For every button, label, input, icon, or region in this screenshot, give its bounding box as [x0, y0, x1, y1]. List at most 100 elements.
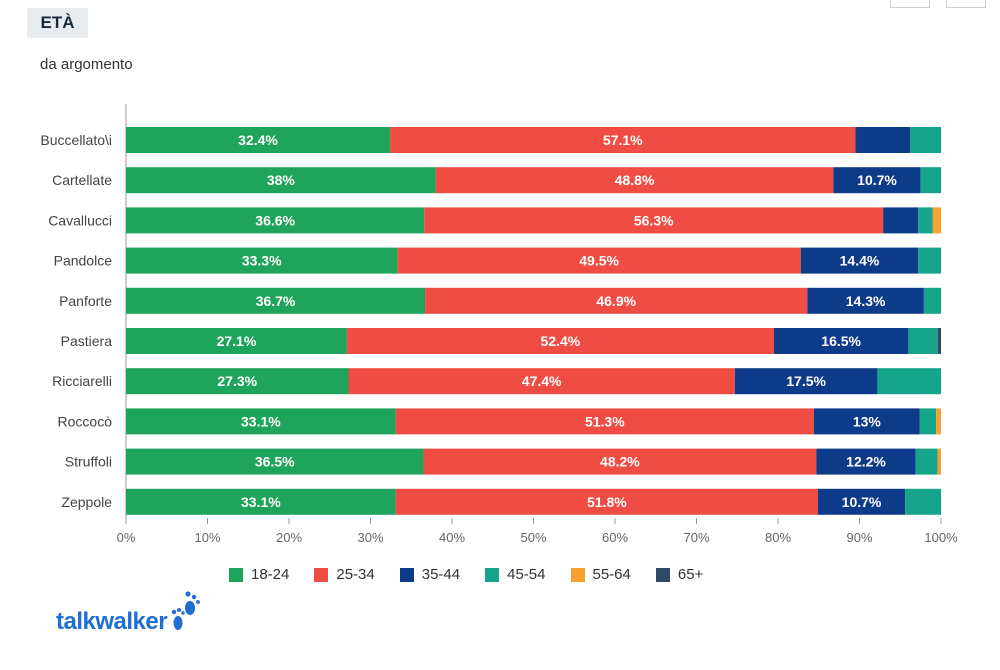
legend-label: 35-44 [421, 566, 461, 583]
bar-segment-25-34 [423, 448, 817, 475]
bar-segment-18-24 [126, 448, 424, 475]
legend-label: 55-64 [592, 566, 631, 583]
bar-segment-25-34 [346, 328, 774, 354]
data-label: 17.5% [786, 373, 826, 389]
category-label: Struffoli [65, 454, 112, 470]
bar-segment-45-54 [918, 207, 933, 234]
data-label: 32.4% [238, 132, 278, 148]
data-label: 33.3% [242, 253, 282, 269]
bar-segment-45-54 [920, 167, 941, 194]
data-label: 36.7% [256, 293, 296, 309]
data-label: 47.4% [522, 373, 562, 389]
legend-item-35-44[interactable]: 35-44 [399, 566, 461, 583]
legend-item-45-54[interactable]: 45-54 [485, 566, 546, 583]
data-label: 33.1% [241, 413, 281, 429]
legend-item-55-64[interactable]: 55-64 [570, 566, 631, 583]
bar-segment-45-54 [923, 287, 941, 314]
bar-segment-18-24 [126, 247, 398, 274]
bar-segment-18-24 [126, 207, 425, 234]
legend-swatch [314, 567, 329, 582]
legend-swatch [485, 567, 500, 582]
data-label: 56.3% [634, 212, 674, 228]
x-tick-label: 100% [924, 530, 958, 545]
x-tick-label: 40% [439, 530, 465, 545]
chart-subtitle: da argomento [40, 56, 133, 73]
data-label: 10.7% [842, 494, 882, 510]
data-label: 14.4% [840, 253, 880, 269]
data-label: 33.1% [241, 494, 281, 510]
category-label: Ricciarelli [52, 373, 112, 389]
bar-segment-35-44 [883, 207, 919, 234]
category-label: Cartellate [52, 172, 112, 188]
data-label: 49.5% [579, 253, 619, 269]
bar-segment-35-44 [734, 368, 878, 395]
category-label: Roccocò [58, 413, 113, 429]
legend-label: 25-34 [336, 566, 375, 583]
bar-segment-35-44 [813, 408, 920, 435]
toolbar-button-right[interactable] [946, 0, 986, 8]
x-tick-label: 20% [276, 530, 302, 545]
bar-segment-35-44 [855, 127, 911, 153]
legend-item-25-34[interactable]: 25-34 [314, 566, 375, 583]
category-label: Pandolce [54, 253, 113, 269]
bar-segment-18-24 [126, 167, 436, 194]
bar-segment-18-24 [126, 368, 349, 395]
bar-segment-35-44 [800, 247, 919, 274]
data-label: 27.3% [217, 373, 257, 389]
bar-segment-25-34 [395, 408, 814, 435]
bar-segment-55-64 [932, 207, 941, 234]
data-label: 38% [267, 172, 296, 188]
data-label: 52.4% [541, 333, 581, 349]
logo-text: talkwalker [56, 608, 168, 635]
x-tick-label: 60% [602, 530, 628, 545]
legend-label: 18-24 [251, 566, 290, 583]
bar-segment-18-24 [126, 328, 347, 354]
data-label: 46.9% [596, 293, 636, 309]
talkwalker-logo: talkwalker [56, 590, 216, 650]
bar-segment-35-44 [817, 488, 906, 515]
legend-swatch [229, 567, 243, 582]
x-tick-label: 50% [520, 530, 546, 545]
data-label: 12.2% [846, 454, 886, 470]
bar-segment-35-44 [773, 328, 909, 354]
x-tick-label: 70% [683, 530, 709, 545]
category-label: Pastiera [61, 333, 113, 349]
bar-segment-45-54 [905, 488, 941, 515]
bar-segment-18-24 [126, 287, 426, 314]
data-label: 14.3% [846, 293, 886, 309]
toolbar-button-left[interactable] [890, 0, 930, 8]
data-label: 10.7% [857, 172, 897, 188]
bar-segment-55-64 [937, 448, 941, 475]
x-tick-label: 0% [117, 530, 136, 545]
legend-swatch [570, 567, 585, 582]
bar-segment-45-54 [877, 368, 941, 395]
legend-swatch [655, 567, 670, 582]
legend-item-18-24[interactable]: 18-24 [229, 566, 289, 583]
bar-segment-25-34 [348, 368, 735, 395]
x-tick-label: 10% [194, 530, 220, 545]
bar-segment-45-54 [908, 328, 938, 354]
bar-segment-25-34 [424, 207, 884, 234]
category-label: Zeppole [61, 494, 112, 510]
bar-segment-45-54 [919, 408, 937, 435]
data-label: 16.5% [821, 333, 861, 349]
data-label: 48.2% [600, 454, 640, 470]
x-tick-label: 80% [765, 530, 791, 545]
bar-segment-55-64 [936, 408, 941, 435]
bar-segment-18-24 [126, 408, 396, 435]
data-label: 57.1% [603, 132, 643, 148]
bar-segment-35-44 [816, 448, 916, 475]
bar-segment-25-34 [425, 287, 808, 314]
data-label: 48.8% [615, 172, 655, 188]
bar-segment-45-54 [915, 448, 938, 475]
chart-title-tab: ETÀ [27, 8, 88, 38]
chart-legend: 18-24 25-34 35-44 45-54 55-64 65+ [229, 566, 728, 583]
category-label: Buccellato\i [40, 132, 112, 148]
bar-segment-35-44 [833, 167, 921, 194]
x-tick-label: 30% [357, 530, 383, 545]
bar-segment-45-54 [910, 127, 941, 153]
data-label: 51.8% [587, 494, 627, 510]
legend-item-65+[interactable]: 65+ [655, 566, 703, 583]
legend-swatch [399, 567, 414, 582]
category-label: Cavallucci [48, 212, 112, 228]
